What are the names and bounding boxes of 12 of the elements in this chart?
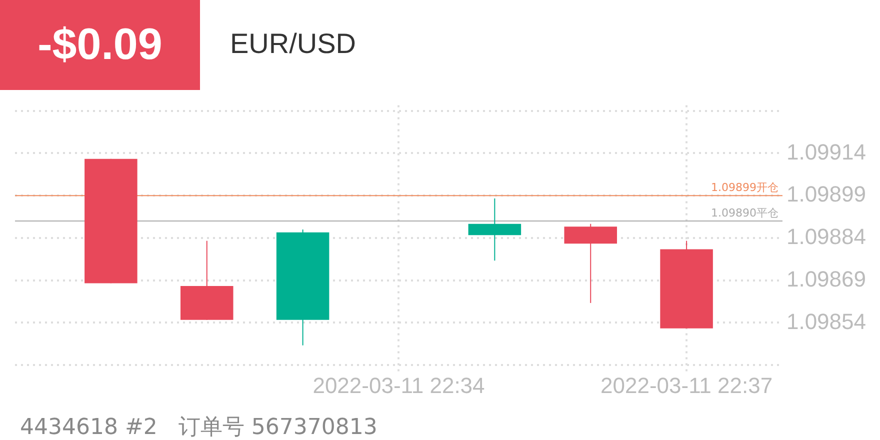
- y-tick-label: 1.09869: [786, 266, 866, 292]
- chart-title: EUR/USD: [230, 28, 356, 60]
- ref-line-label: 1.09890平仓: [710, 206, 778, 220]
- x-tick-label: 2022-03-11 22:37: [600, 372, 773, 398]
- chart-subtitle: -$0.09: [0, 0, 200, 90]
- y-tick-label: 1.09854: [786, 308, 866, 334]
- x-tick-label: 2022-03-11 22:34: [312, 372, 485, 398]
- y-tick-label: 1.09914: [786, 139, 866, 164]
- ref-line-label: 1.09899开仓: [710, 180, 778, 194]
- text: 4434618 #2 订单号 567370813: [20, 414, 378, 440]
- y-tick-label: 1.09884: [786, 224, 866, 250]
- y-tick-label: 1.09899: [786, 182, 866, 207]
